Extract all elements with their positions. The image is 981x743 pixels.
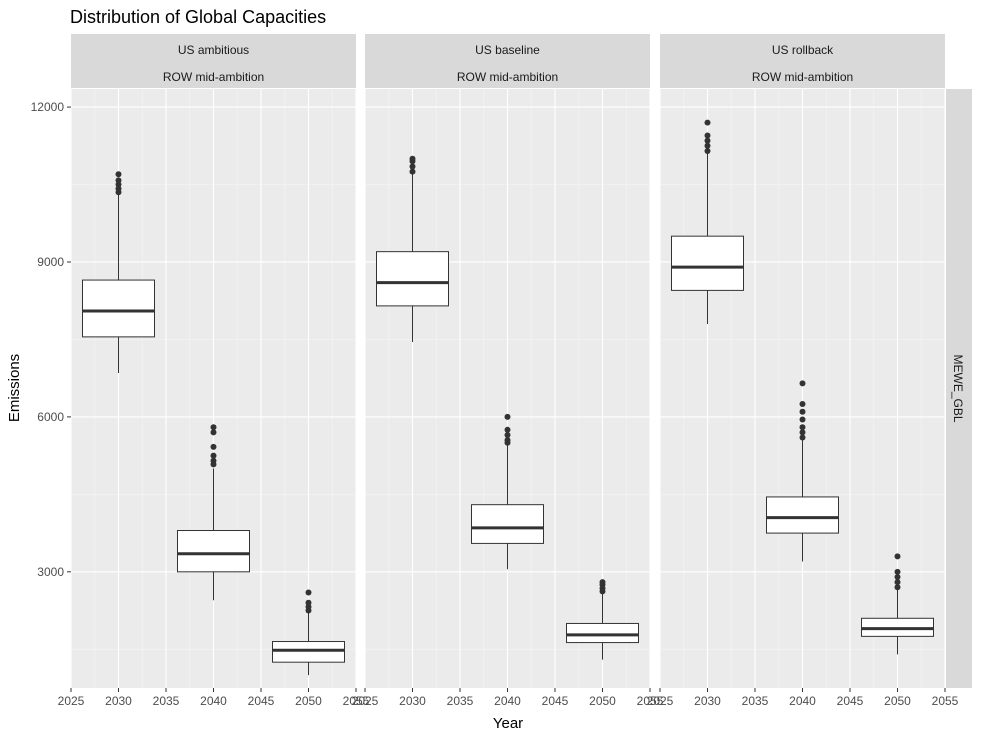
box-iqr bbox=[471, 504, 544, 544]
facet-strip bbox=[71, 34, 356, 88]
x-tick-label: 2040 bbox=[494, 694, 521, 708]
outlier-point bbox=[704, 147, 711, 154]
x-tick-label: 2045 bbox=[837, 694, 864, 708]
row-facet-label: MEWE_GBL bbox=[951, 354, 965, 422]
x-tick-label: 2030 bbox=[399, 694, 426, 708]
x-tick-label: 2025 bbox=[647, 694, 674, 708]
box-iqr bbox=[82, 279, 155, 338]
outlier-point bbox=[210, 429, 217, 436]
x-tick-label: 2045 bbox=[248, 694, 275, 708]
x-tick-label: 2055 bbox=[637, 694, 664, 708]
x-tick-label: 2050 bbox=[884, 694, 911, 708]
outlier-point bbox=[115, 171, 122, 178]
y-tick-label: 12000 bbox=[31, 100, 65, 114]
outlier-point bbox=[799, 408, 806, 415]
outlier-point bbox=[409, 168, 416, 175]
outlier-point bbox=[894, 553, 901, 560]
outlier-point bbox=[210, 443, 217, 450]
x-tick-label: 2055 bbox=[932, 694, 959, 708]
x-axis-title: Year bbox=[493, 715, 523, 732]
outlier-point bbox=[210, 457, 217, 464]
facet-strip bbox=[365, 34, 650, 88]
x-tick-label: 2035 bbox=[153, 694, 180, 708]
outlier-point bbox=[799, 429, 806, 436]
outlier-point bbox=[799, 380, 806, 387]
outlier-point bbox=[704, 132, 711, 139]
row-facet-strip bbox=[946, 89, 972, 688]
outlier-point bbox=[799, 400, 806, 407]
facet-strip-label: US ambitious bbox=[178, 43, 249, 57]
outlier-point bbox=[115, 181, 122, 188]
box-iqr bbox=[177, 530, 250, 573]
x-tick-label: 2050 bbox=[295, 694, 322, 708]
facet-strip-label: US rollback bbox=[772, 43, 834, 57]
box-iqr bbox=[566, 622, 639, 644]
box-iqr bbox=[272, 641, 345, 663]
outlier-point bbox=[305, 599, 312, 606]
chart-title: Distribution of Global Capacities bbox=[70, 7, 326, 27]
outlier-point bbox=[799, 416, 806, 423]
facet-strip-label: ROW mid-ambition bbox=[163, 70, 264, 84]
x-tick-label: 2025 bbox=[58, 694, 85, 708]
y-tick-label: 6000 bbox=[37, 410, 64, 424]
outlier-point bbox=[894, 568, 901, 575]
y-tick-label: 3000 bbox=[37, 565, 64, 579]
box-iqr bbox=[376, 251, 449, 307]
x-tick-label: 2025 bbox=[352, 694, 379, 708]
x-tick-label: 2030 bbox=[694, 694, 721, 708]
y-tick-label: 9000 bbox=[37, 255, 64, 269]
outlier-point bbox=[305, 589, 312, 596]
outlier-point bbox=[115, 185, 122, 192]
x-tick-label: 2055 bbox=[343, 694, 370, 708]
facet-strip-label: US baseline bbox=[475, 43, 540, 57]
x-tick-label: 2040 bbox=[200, 694, 227, 708]
x-tick-label: 2040 bbox=[789, 694, 816, 708]
outlier-point bbox=[799, 434, 806, 441]
outlier-point bbox=[504, 426, 511, 433]
outlier-point bbox=[409, 163, 416, 170]
facet-strip-label: ROW mid-ambition bbox=[752, 70, 853, 84]
x-tick-label: 2035 bbox=[742, 694, 769, 708]
outlier-point bbox=[799, 424, 806, 431]
outlier-point bbox=[504, 413, 511, 420]
outlier-point bbox=[504, 431, 511, 438]
x-tick-label: 2030 bbox=[105, 694, 132, 708]
x-tick-label: 2050 bbox=[589, 694, 616, 708]
outlier-point bbox=[504, 437, 511, 444]
box-iqr bbox=[766, 496, 839, 534]
outlier-point bbox=[210, 452, 217, 459]
y-axis-title: Emissions bbox=[6, 354, 23, 422]
outlier-point bbox=[704, 142, 711, 149]
box-iqr bbox=[671, 235, 744, 291]
facet-strip bbox=[660, 34, 945, 88]
outlier-point bbox=[894, 573, 901, 580]
x-tick-label: 2035 bbox=[447, 694, 474, 708]
outlier-point bbox=[115, 177, 122, 184]
plot-area: US ambitious ROW mid-ambition 2025 2030 2035… bbox=[31, 34, 972, 708]
outlier-point bbox=[409, 155, 416, 162]
facet-strip-label: ROW mid-ambition bbox=[457, 70, 558, 84]
outlier-point bbox=[894, 584, 901, 591]
x-tick-label: 2045 bbox=[542, 694, 569, 708]
outlier-point bbox=[894, 579, 901, 586]
outlier-point bbox=[704, 137, 711, 144]
outlier-point bbox=[210, 424, 217, 431]
outlier-point bbox=[305, 603, 312, 610]
outlier-point bbox=[599, 579, 606, 586]
outlier-point bbox=[704, 119, 711, 126]
